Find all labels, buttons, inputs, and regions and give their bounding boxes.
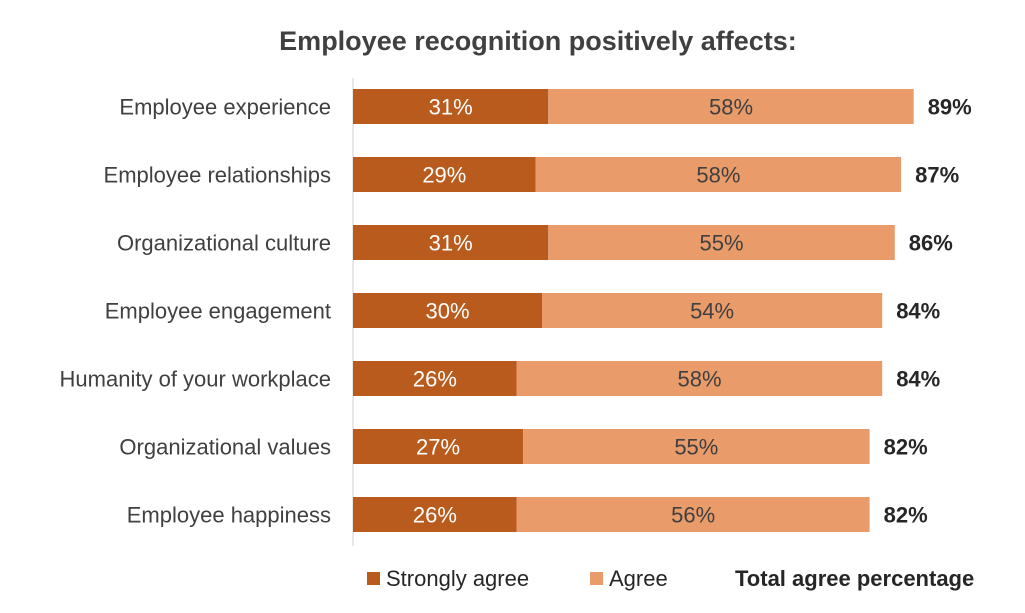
- total-label: 86%: [909, 231, 953, 256]
- bar-strongly-agree: [353, 89, 549, 124]
- bar-strongly-agree: [353, 497, 517, 532]
- legend-label-agree: Agree: [609, 566, 668, 591]
- bar-agree: [523, 429, 870, 464]
- total-label: 84%: [896, 299, 940, 324]
- total-label: 82%: [884, 503, 928, 528]
- data-label-agree: 58%: [709, 95, 753, 120]
- bar-strongly-agree: [353, 225, 549, 260]
- data-label-strongly-agree: 26%: [413, 503, 457, 528]
- data-label-strongly-agree: 26%: [413, 367, 457, 392]
- bar-agree: [516, 497, 870, 532]
- category-label: Employee happiness: [127, 503, 331, 528]
- data-label-strongly-agree: 31%: [429, 231, 473, 256]
- data-label-agree: 54%: [690, 299, 734, 324]
- legend-swatch-agree: [590, 572, 603, 585]
- total-label: 89%: [928, 95, 972, 120]
- bar-agree: [542, 293, 883, 328]
- chart-title: Employee recognition positively affects:: [279, 26, 797, 56]
- data-label-strongly-agree: 29%: [422, 163, 466, 188]
- total-label: 87%: [915, 163, 959, 188]
- legend-swatch-strongly-agree: [367, 572, 380, 585]
- data-label-strongly-agree: 27%: [416, 435, 460, 460]
- bar-strongly-agree: [353, 429, 524, 464]
- bar-strongly-agree: [353, 157, 536, 192]
- bar-agree: [548, 225, 895, 260]
- legend-label-strongly-agree: Strongly agree: [386, 566, 529, 591]
- category-label: Humanity of your workplace: [60, 367, 331, 392]
- bars: Employee experience 31% 58% 89% Employee rel…: [60, 89, 972, 532]
- bar-agree: [516, 361, 883, 396]
- bar-strongly-agree: [353, 361, 517, 396]
- data-label-agree: 58%: [677, 367, 721, 392]
- bar-agree: [535, 157, 902, 192]
- data-label-agree: 56%: [671, 503, 715, 528]
- category-label: Organizational culture: [117, 231, 331, 256]
- data-label-strongly-agree: 31%: [429, 95, 473, 120]
- legend-total-label: Total agree percentage: [735, 566, 974, 591]
- total-label: 84%: [896, 367, 940, 392]
- data-label-agree: 55%: [674, 435, 718, 460]
- bar-strongly-agree: [353, 293, 542, 328]
- total-label: 82%: [884, 435, 928, 460]
- data-label-agree: 58%: [696, 163, 740, 188]
- bar-agree: [548, 89, 914, 124]
- category-label: Employee engagement: [105, 299, 331, 324]
- data-label-strongly-agree: 30%: [425, 299, 469, 324]
- legend: Strongly agree Agree Total agree percent…: [367, 566, 974, 591]
- data-label-agree: 55%: [700, 231, 744, 256]
- category-label: Employee experience: [119, 95, 331, 120]
- category-label: Organizational values: [119, 435, 331, 460]
- category-label: Employee relationships: [104, 163, 331, 188]
